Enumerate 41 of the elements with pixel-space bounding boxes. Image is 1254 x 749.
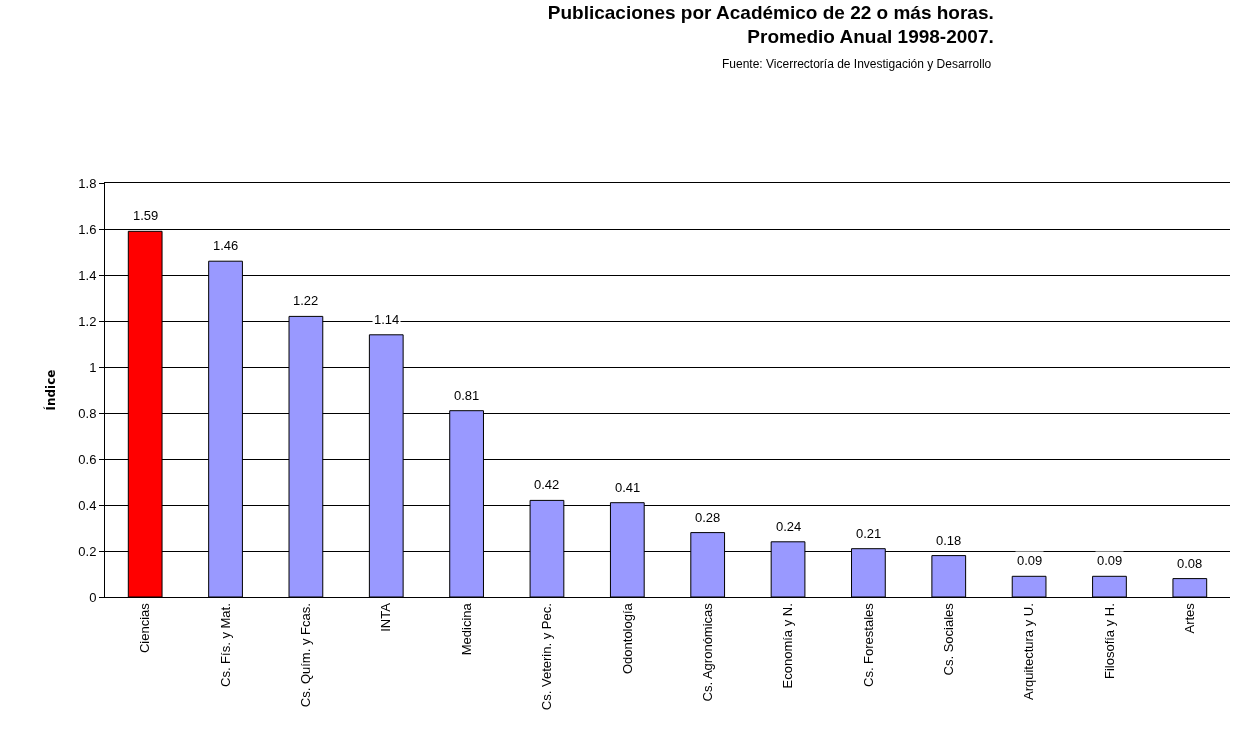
x-tick-label: Ciencias xyxy=(137,602,153,654)
x-tick-label: Cs. Sociales xyxy=(940,602,956,676)
y-tick-label: 1.6 xyxy=(78,221,97,237)
x-tick-label: Cs. Fís. y Mat. xyxy=(217,603,233,687)
x-tick-label: Medicina xyxy=(458,602,474,656)
data-label: 0.21 xyxy=(856,526,882,541)
data-label: 0.41 xyxy=(615,480,641,495)
x-tick-label: Cs. Quím. y Fcas. xyxy=(298,603,314,708)
data-label: 0.09 xyxy=(1097,553,1123,568)
data-label: 0.18 xyxy=(936,533,962,548)
x-tick-label: Odontología xyxy=(619,602,635,675)
x-tick-label: Filosofía y H. xyxy=(1101,603,1117,680)
data-label: 0.24 xyxy=(776,519,802,534)
data-label: 0.42 xyxy=(534,477,560,492)
data-label: 0.81 xyxy=(454,388,480,403)
y-tick-label: 0.6 xyxy=(78,451,97,467)
x-tick-label: Arquitectura y U. xyxy=(1021,603,1037,701)
y-tick-label: 1 xyxy=(89,359,97,375)
data-label: 1.46 xyxy=(213,238,239,253)
chart-title: Publicaciones por Académico de 22 o más horas. Promedio Anual 1998-2007. xyxy=(547,1,994,48)
data-label: 1.14 xyxy=(374,312,400,327)
x-tick-label: Artes xyxy=(1182,602,1198,634)
data-label: 0.28 xyxy=(695,510,721,525)
x-tick-label: Cs. Veterin. y Pec. xyxy=(539,603,555,711)
x-tick-label: INTA xyxy=(378,602,394,632)
x-tick-label: Economía y N. xyxy=(780,603,796,689)
data-label: 0.08 xyxy=(1177,556,1203,571)
y-tick-label: 0.8 xyxy=(78,405,97,421)
data-label: 1.22 xyxy=(293,293,319,308)
x-tick-label: Cs. Agronómicas xyxy=(699,602,715,702)
data-label: 1.59 xyxy=(133,208,159,223)
y-tick-label: 0.2 xyxy=(78,543,97,559)
y-tick-label: 1.4 xyxy=(78,267,97,283)
y-tick-label: 0 xyxy=(89,589,97,605)
x-tick-label: Cs. Forestales xyxy=(860,602,876,688)
y-tick-label: 0.4 xyxy=(78,497,97,513)
y-tick-label: 1.2 xyxy=(78,313,97,329)
data-label: 0.09 xyxy=(1017,553,1043,568)
y-tick-label: 1.8 xyxy=(78,175,97,191)
y-axis-title: Índice xyxy=(42,369,58,411)
source-note: Fuente: Vicerrectoría de Investigación y Desarrollo xyxy=(722,57,992,71)
